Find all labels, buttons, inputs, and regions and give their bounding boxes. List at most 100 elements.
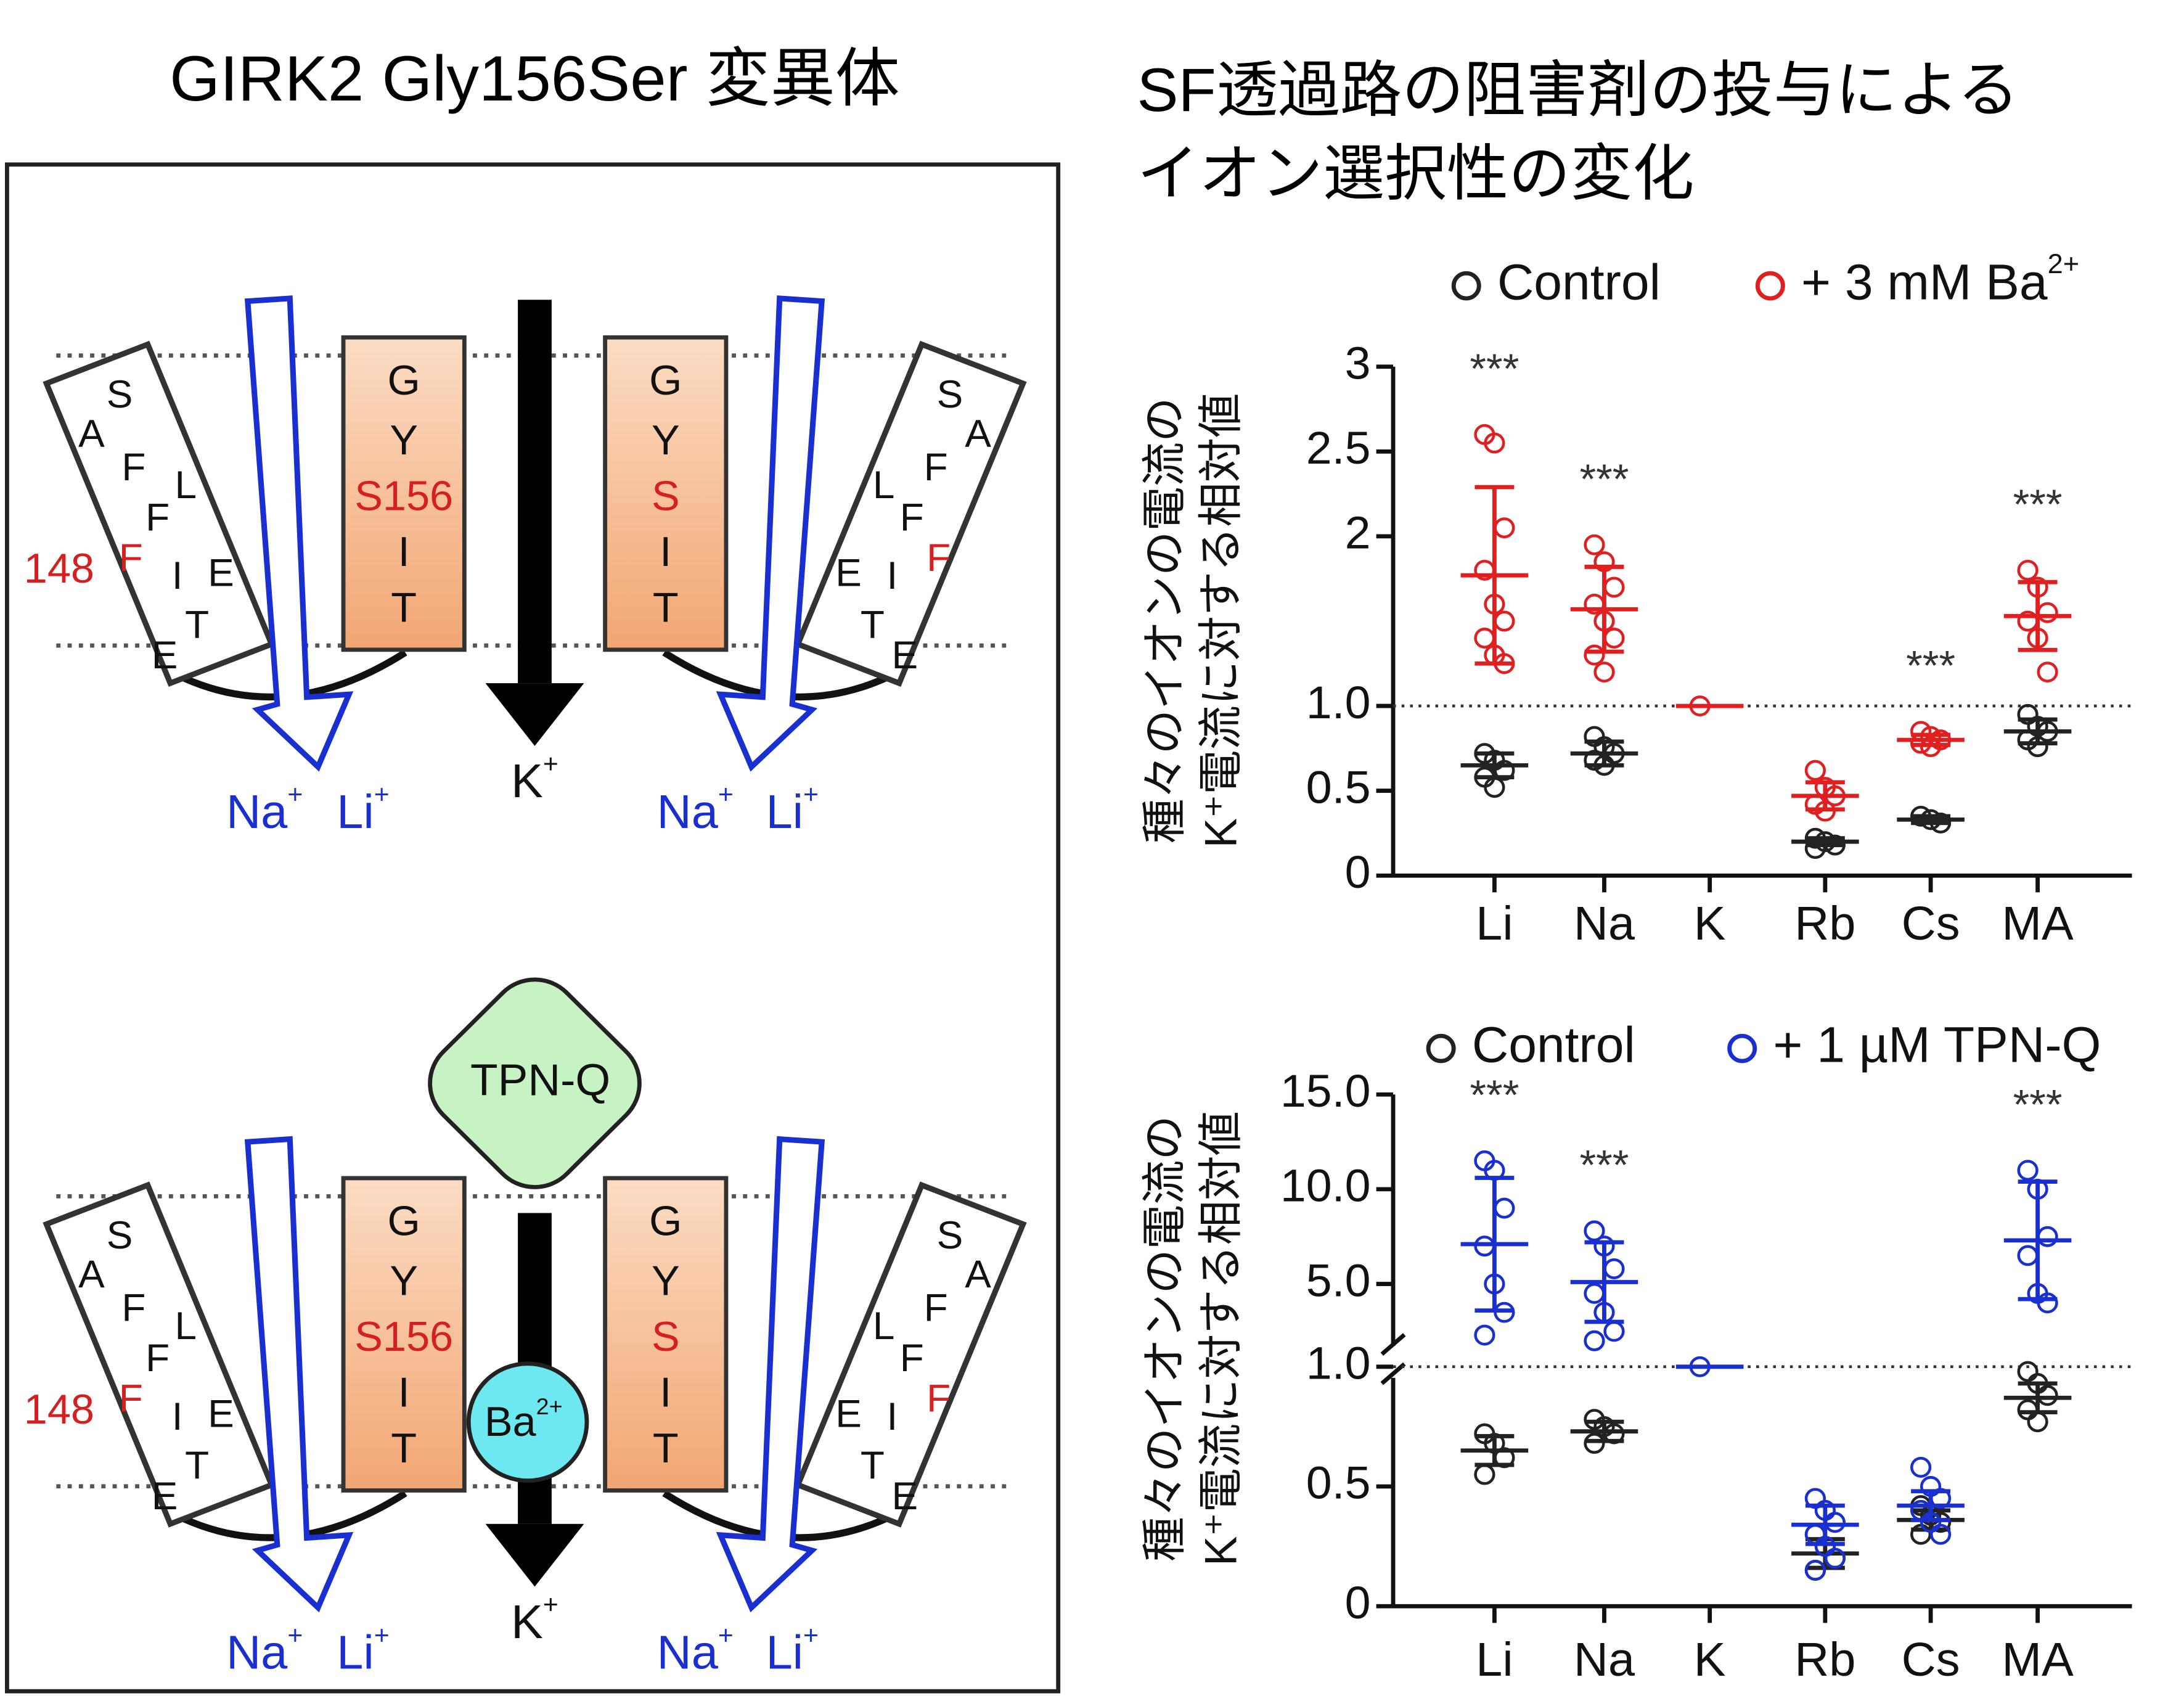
significance-label: *** <box>1906 642 1955 689</box>
helix-residue: E <box>208 551 234 595</box>
ion-label-sup: + <box>287 1621 303 1650</box>
data-point <box>2017 1245 2039 1266</box>
data-point <box>2017 559 2039 581</box>
ion-label-sup: + <box>718 1621 734 1650</box>
ion-label-main: Li <box>337 1626 374 1679</box>
helix-residue: I <box>886 1395 898 1438</box>
legend-marker <box>1426 1033 1456 1064</box>
filter-residue: Y <box>652 417 680 464</box>
k-ion-label-main: K <box>511 755 543 808</box>
helix-residue: F <box>926 536 951 580</box>
helix-residue: E <box>152 1474 178 1518</box>
ion-label: Na+ <box>226 781 303 839</box>
data-point <box>1584 1282 1605 1304</box>
helix-residue: F <box>145 1336 170 1380</box>
significance-label: *** <box>2013 1081 2063 1128</box>
ion-label-sup: + <box>374 1621 390 1650</box>
y-tick-label: 0 <box>1345 846 1371 898</box>
k-arrow-shaft <box>518 300 552 684</box>
helix-residue: F <box>900 1336 924 1380</box>
filter-box <box>603 335 729 652</box>
helix-residue: F <box>119 536 143 580</box>
data-point <box>1494 517 1515 539</box>
helix-residue: T <box>861 1443 885 1487</box>
y-axis-label: K⁺電流に対する相対値 <box>1196 393 1246 848</box>
legend-label: Control <box>1497 254 1661 310</box>
y-tick-label: 0.5 <box>1306 761 1371 813</box>
ion-label-sup: + <box>374 781 390 810</box>
k-arrow-head <box>485 1523 584 1587</box>
k-ion-label-sup: + <box>543 750 558 779</box>
y-axis-label: 種々のイオンの電流の <box>1140 398 1190 844</box>
filter-residue: S <box>652 473 680 520</box>
helix-residue: F <box>145 496 170 539</box>
helix-residue: E <box>152 633 178 677</box>
legend-label-main: + 3 mM Ba <box>1801 254 2048 310</box>
ion-label-main: Na <box>226 786 287 839</box>
right-title: SF透過路の阻害剤の投与による <box>1137 55 2019 124</box>
ion-label-main: Li <box>766 786 803 839</box>
data-point <box>2037 1292 2058 1314</box>
filter-residue: S <box>652 1313 680 1360</box>
ion-label-main: Na <box>226 1626 287 1679</box>
legend-marker <box>1451 271 1481 301</box>
diagram-frame <box>4 162 1061 1694</box>
ion-label: Li+ <box>766 781 819 839</box>
helix-residue: A <box>78 1253 105 1297</box>
x-tick-label: Cs <box>1902 1634 1960 1687</box>
significance-label: *** <box>1470 345 1519 392</box>
helix-residue: S <box>937 1213 963 1257</box>
helix-residue: S <box>107 373 133 417</box>
filter-box <box>341 335 467 652</box>
bound-ion-label-main: Ba <box>485 1398 536 1445</box>
ion-label: Na+ <box>226 1621 303 1679</box>
k-ion-label: K+ <box>511 1591 558 1649</box>
data-point <box>1584 644 1605 666</box>
helix-residue: F <box>926 1377 951 1420</box>
helix-residue: L <box>873 1304 895 1348</box>
data-point <box>1474 1324 1495 1346</box>
y-tick-label: 1.0 <box>1306 1337 1371 1389</box>
filter-residue: Y <box>652 1258 680 1305</box>
data-point <box>1824 1547 1846 1569</box>
helix-residue: T <box>185 1443 209 1487</box>
x-tick-label: Rb <box>1794 1634 1855 1687</box>
legend-label: Control <box>1472 1017 1635 1073</box>
ion-label: Na+ <box>657 781 734 839</box>
helix-residue: F <box>924 1286 948 1330</box>
x-tick-label: K <box>1694 1634 1726 1687</box>
x-tick-label: Cs <box>1902 898 1960 951</box>
ion-label-main: Li <box>766 1626 803 1679</box>
filter-residue: T <box>653 1425 679 1472</box>
filter-residue: I <box>398 1369 410 1416</box>
filter-residue: T <box>653 584 679 631</box>
filter-residue: Y <box>390 417 418 464</box>
significance-label: *** <box>1579 456 1629 502</box>
helix-residue: L <box>175 464 197 507</box>
left-title: GIRK2 Gly156Ser 変異体 <box>170 43 900 115</box>
helix-residue: T <box>185 603 209 647</box>
axis-break <box>1380 1362 1406 1385</box>
legend-marker <box>1755 271 1785 301</box>
helix-residue: I <box>172 1395 183 1438</box>
residue-number: 148 <box>24 545 94 592</box>
y-tick-label: 0.5 <box>1306 761 1371 813</box>
x-tick-label: Li <box>1476 1634 1513 1687</box>
y-tick-label: 2 <box>1345 507 1371 559</box>
helix-residue: I <box>886 554 898 598</box>
legend-label-main: + 1 µM TPN-Q <box>1773 1017 2101 1073</box>
ion-label: Li+ <box>337 1621 389 1679</box>
data-point <box>1584 1433 1605 1454</box>
filter-residue: I <box>660 1369 671 1416</box>
permeation-arrow <box>244 1136 354 1613</box>
data-point <box>2017 1160 2039 1181</box>
significance-label: *** <box>1579 1142 1629 1189</box>
helix-residue: F <box>121 445 145 489</box>
data-point <box>1584 1330 1605 1351</box>
x-tick-label: Na <box>1574 898 1635 951</box>
ion-label-main: Li <box>337 786 374 839</box>
x-tick-label: Rb <box>1794 898 1855 951</box>
y-tick-label: 5.0 <box>1306 1255 1371 1306</box>
significance-label: *** <box>2013 481 2063 528</box>
data-point <box>2017 1361 2039 1382</box>
